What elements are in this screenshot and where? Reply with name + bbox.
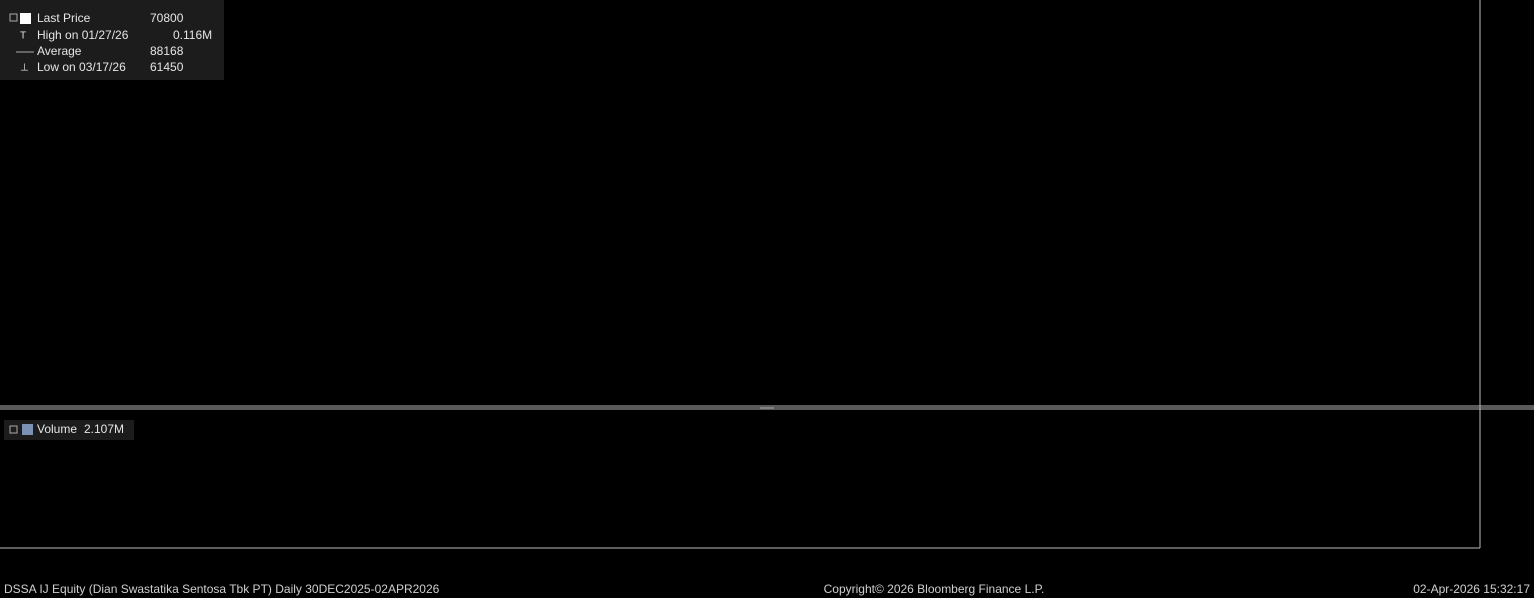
legend-value: 70800 [150,11,184,25]
legend-value: 2.107M [84,422,124,436]
legend-label: Last Price [37,11,91,25]
footer-right: 02-Apr-2026 15:32:17 [1413,582,1530,596]
legend-label: Low on 03/17/26 [37,60,126,74]
footer [0,580,1534,598]
legend-icon: T [20,31,26,42]
footer-left: DSSA IJ Equity (Dian Swastatika Sentosa … [4,582,440,596]
footer-center: Copyright© 2026 Bloomberg Finance L.P. [824,582,1045,596]
legend-value: 61450 [150,60,184,74]
legend-swatch [20,13,31,24]
legend-label: Volume [37,422,77,436]
legend-value: 88168 [150,44,184,58]
legend-toggle [9,425,18,434]
legend-value: 0.116M [173,28,212,42]
volume-legend-box [4,420,134,440]
legend-box [0,0,224,80]
legend-label: Average [37,44,82,58]
legend-icon: ⊥ [20,63,29,74]
legend-swatch [22,424,33,435]
legend-label: High on 01/27/26 [37,28,129,42]
legend-toggle [9,13,18,22]
